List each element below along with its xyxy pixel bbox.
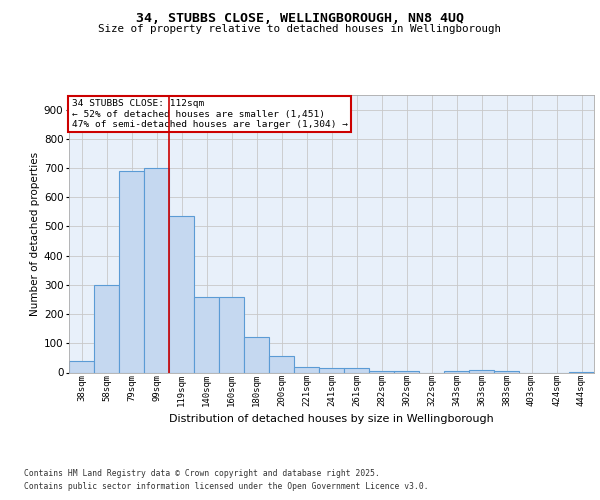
Bar [194, 296, 219, 372]
Y-axis label: Number of detached properties: Number of detached properties [29, 152, 40, 316]
Bar [294, 366, 319, 372]
Text: Contains HM Land Registry data © Crown copyright and database right 2025.: Contains HM Land Registry data © Crown c… [24, 468, 380, 477]
Bar [119, 171, 144, 372]
Bar [319, 368, 344, 372]
Text: Contains public sector information licensed under the Open Government Licence v3: Contains public sector information licen… [24, 482, 428, 491]
Bar [169, 216, 194, 372]
Bar [369, 371, 394, 372]
Bar [394, 371, 419, 372]
Text: Size of property relative to detached houses in Wellingborough: Size of property relative to detached ho… [98, 24, 502, 34]
Bar [219, 296, 244, 372]
Bar [94, 285, 119, 372]
Bar [494, 371, 519, 372]
Bar [144, 168, 169, 372]
Bar [469, 370, 494, 372]
Text: 34 STUBBS CLOSE: 112sqm
← 52% of detached houses are smaller (1,451)
47% of semi: 34 STUBBS CLOSE: 112sqm ← 52% of detache… [71, 99, 347, 129]
Bar [269, 356, 294, 372]
Bar [244, 338, 269, 372]
Bar [344, 368, 369, 372]
X-axis label: Distribution of detached houses by size in Wellingborough: Distribution of detached houses by size … [169, 414, 494, 424]
Text: 34, STUBBS CLOSE, WELLINGBOROUGH, NN8 4UQ: 34, STUBBS CLOSE, WELLINGBOROUGH, NN8 4U… [136, 12, 464, 26]
Bar [444, 371, 469, 372]
Bar [69, 361, 94, 372]
